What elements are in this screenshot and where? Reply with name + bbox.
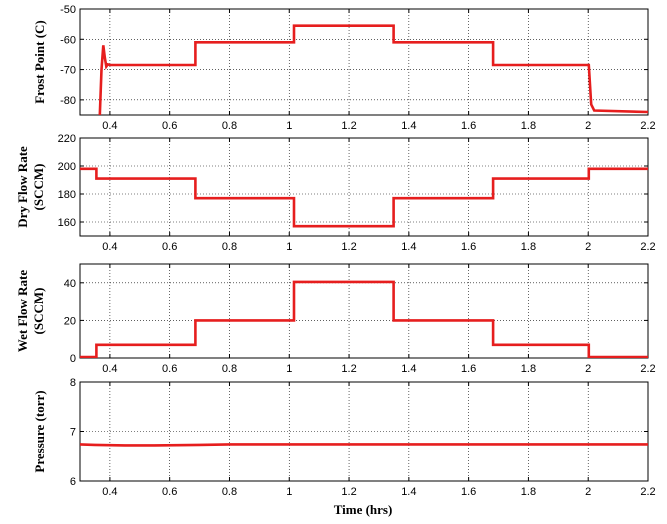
x-tick-label: 1.2 [341,363,356,375]
x-tick-label: 1.6 [461,363,476,375]
x-tick-label: 0.4 [102,120,117,132]
x-tick-label: 0.6 [162,241,177,253]
y-axis-label: Dry Flow Rate(SCCM) [15,146,46,228]
x-tick-label: 1.2 [341,241,356,253]
x-tick-label: 0.4 [102,241,117,253]
x-tick-label: 1.8 [521,120,536,132]
plot-frame [79,381,649,482]
chart-panel-3: 0.4 0.6 0.8 1 1.2 1.4 1.6 1.8 2 2.2 0 20 40 Wet Flow … [15,263,656,375]
x-tick-label: 1 [286,120,292,132]
x-tick-label: 0.6 [162,120,177,132]
x-tick-label: 1.6 [461,486,476,498]
x-tick-label: 1.8 [521,363,536,375]
x-tick-label: 1.8 [521,486,536,498]
y-tick-label: -70 [60,65,76,77]
y-axis-label: Frost Point (C) [32,20,47,104]
x-tick-label: 0.4 [102,486,117,498]
y-tick-label: -80 [60,95,76,107]
series-line [80,443,648,447]
x-tick-label: 2.2 [640,363,655,375]
x-tick-label: 2 [585,120,591,132]
x-tick-label: 1 [286,363,292,375]
y-tick-label: 200 [58,161,76,173]
y-tick-label: 40 [64,278,76,290]
y-axis-label-line: Pressure (torr) [32,390,47,472]
x-tick-label: 2.2 [640,241,655,253]
chart-panel-1: 0.4 0.6 0.8 1 1.2 1.4 1.6 1.8 2 2.2 -80 -70 -60 -50 Fr… [32,4,656,132]
x-tick-label: 1 [286,486,292,498]
x-tick-label: 0.8 [222,241,237,253]
x-tick-label: 1.6 [461,120,476,132]
y-tick-label: 8 [70,377,76,389]
y-tick-label: 0 [70,353,76,365]
y-axis-label-line: (SCCM) [31,288,46,335]
y-tick-label: 6 [70,476,76,488]
x-tick-label: 2.2 [640,120,655,132]
y-axis-label-line: (SCCM) [31,164,46,211]
plot-frame [79,263,649,359]
x-axis-label: Time (hrs) [334,502,393,517]
x-tick-label: 2 [585,241,591,253]
x-tick-label: 0.6 [162,486,177,498]
y-tick-label: 180 [58,189,76,201]
x-tick-label: 2.2 [640,486,655,498]
x-tick-label: 1.4 [401,120,416,132]
y-tick-label: -50 [60,4,76,16]
plot-frame [79,8,649,116]
x-tick-label: 2 [585,363,591,375]
x-tick-label: 1.4 [401,363,416,375]
plot-frame [79,137,649,237]
y-axis-label-line: Dry Flow Rate [15,146,30,228]
y-tick-label: 20 [64,315,76,327]
x-tick-label: 1.4 [401,241,416,253]
y-tick-label: 160 [58,217,76,229]
series-line [80,280,648,358]
y-tick-label: 7 [70,427,76,439]
x-tick-label: 1.6 [461,241,476,253]
y-axis-label-line: Frost Point (C) [32,20,47,104]
x-tick-label: 2 [585,486,591,498]
chart-panel-4: 0.4 0.6 0.8 1 1.2 1.4 1.6 1.8 2 2.2 6 7 8 Pressure (t… [32,377,656,498]
series-line [98,24,648,115]
y-tick-label: -60 [60,34,76,46]
series-line [80,167,648,228]
x-tick-label: 0.8 [222,486,237,498]
x-tick-label: 1.4 [401,486,416,498]
x-tick-label: 1.2 [341,486,356,498]
y-axis-label-line: Wet Flow Rate [15,270,30,353]
x-tick-label: 0.8 [222,363,237,375]
chart-panel-2: 0.4 0.6 0.8 1 1.2 1.4 1.6 1.8 2 2.2 160 180 200 220 Dr… [15,133,656,253]
x-tick-label: 0.6 [162,363,177,375]
x-tick-label: 1.2 [341,120,356,132]
x-tick-label: 0.8 [222,120,237,132]
x-tick-label: 1.8 [521,241,536,253]
x-tick-label: 0.4 [102,363,117,375]
y-axis-label: Pressure (torr) [32,390,47,472]
x-tick-label: 1 [286,241,292,253]
y-axis-label: Wet Flow Rate(SCCM) [15,270,46,353]
y-tick-label: 220 [58,133,76,145]
